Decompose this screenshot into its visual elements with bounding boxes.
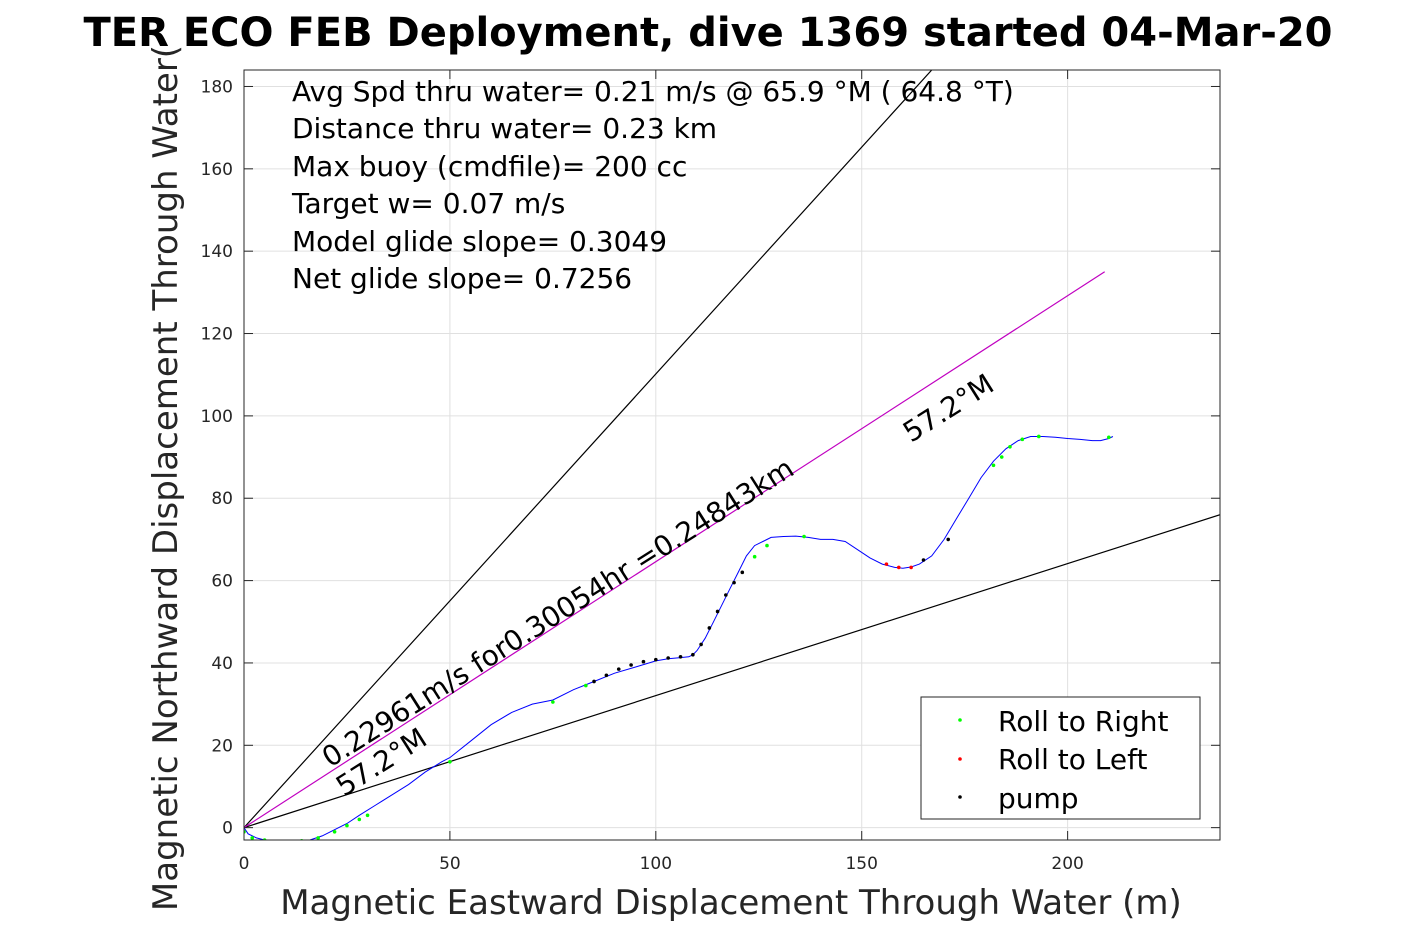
y-tick-label: 0	[222, 819, 233, 839]
plot-content	[244, 70, 1220, 844]
point-roll-to-right	[250, 836, 255, 840]
y-tick-label: 80	[211, 489, 233, 509]
reference-line	[244, 271, 1106, 829]
point-roll-to-right	[551, 700, 555, 704]
point-pump	[629, 663, 633, 667]
stats-line-avg-speed: Avg Spd thru water= 0.21 m/s @ 65.9 °M (…	[292, 75, 1014, 108]
stats-line-max-buoy: Max buoy (cmdfile)= 200 cc	[292, 150, 687, 183]
point-roll-to-left	[884, 562, 889, 566]
point-pump	[592, 679, 596, 684]
point-pump	[604, 673, 609, 678]
x-tick-label: 100	[640, 854, 672, 874]
point-pump	[666, 656, 670, 660]
y-tick-label: 100	[201, 407, 233, 427]
point-roll-to-right	[345, 823, 349, 828]
track-line	[244, 436, 1114, 840]
point-pump	[641, 659, 646, 664]
point-pump	[678, 654, 683, 659]
legend-marker-roll-left	[958, 757, 962, 761]
legend-label-roll-left: Roll to Left	[998, 743, 1147, 776]
point-roll-to-right	[357, 817, 362, 822]
plot-frame	[243, 69, 1221, 841]
point-roll-to-right	[802, 534, 806, 539]
stats-line-distance: Distance thru water= 0.23 km	[292, 112, 717, 145]
point-roll-to-right	[283, 840, 287, 844]
point-roll-to-right	[752, 554, 757, 559]
point-roll-to-right	[1107, 435, 1111, 440]
point-pump	[946, 537, 951, 542]
point-pump	[732, 580, 736, 585]
legend-label-pump: pump	[998, 782, 1079, 815]
legend-marker-pump	[958, 795, 962, 799]
reference-line	[244, 514, 1220, 829]
grid-lines	[243, 70, 1220, 840]
point-pump	[707, 626, 712, 630]
point-pump	[654, 657, 658, 662]
legend: Roll to Right Roll to Left pump	[920, 696, 1201, 820]
y-tick-label: 160	[201, 160, 233, 180]
point-roll-to-left	[896, 565, 901, 570]
axis-ticks: 0 50 100 150 200 0 20 40 60 80 100 120 140 160 180	[201, 70, 1220, 874]
reference-line	[244, 70, 933, 829]
point-roll-to-right	[332, 829, 337, 834]
point-pump	[921, 558, 926, 562]
y-tick-label: 20	[211, 736, 233, 756]
legend-box	[920, 696, 1201, 820]
point-pump	[691, 652, 695, 657]
point-pump	[616, 667, 621, 671]
stats-text-block: Avg Spd thru water= 0.21 m/s @ 65.9 °M (…	[291, 75, 1014, 295]
point-roll-to-right	[1008, 444, 1012, 449]
legend-marker-roll-right	[958, 718, 962, 722]
point-roll-to-left	[909, 565, 913, 570]
point-pump	[715, 609, 720, 614]
point-roll-to-right	[316, 836, 320, 840]
plot-area	[244, 70, 1220, 844]
legend-label-roll-right: Roll to Right	[998, 705, 1169, 738]
point-pump	[699, 642, 703, 647]
x-axis-label: Magnetic Eastward Displacement Through W…	[280, 883, 1182, 923]
x-tick-label: 0	[239, 854, 250, 874]
point-pump	[740, 570, 745, 575]
point-roll-to-right	[1020, 437, 1025, 442]
stats-line-model-glide: Model glide slope= 0.3049	[292, 225, 667, 258]
point-pump	[724, 593, 728, 597]
y-axis-label: Magnetic Northward Displacement Through …	[146, 45, 186, 911]
point-roll-to-right	[365, 813, 370, 818]
y-tick-label: 40	[211, 654, 233, 674]
y-tick-label: 180	[201, 77, 233, 97]
y-tick-label: 60	[211, 572, 233, 592]
point-roll-to-right	[584, 683, 588, 688]
stats-line-net-glide: Net glide slope= 0.7256	[292, 262, 632, 295]
x-tick-label: 200	[1051, 854, 1083, 874]
stats-line-target-w: Target w= 0.07 m/s	[291, 187, 565, 220]
x-tick-label: 50	[439, 854, 461, 874]
point-roll-to-right	[765, 543, 769, 548]
point-roll-to-right	[999, 455, 1004, 459]
point-roll-to-right	[991, 463, 996, 468]
point-roll-to-right	[1037, 434, 1041, 439]
y-tick-label: 120	[201, 325, 233, 345]
chart-title: TER ECO FEB Deployment, dive 1369 starte…	[83, 10, 1332, 56]
y-tick-label: 140	[201, 242, 233, 262]
x-tick-label: 150	[845, 854, 877, 874]
point-roll-to-right	[448, 759, 452, 764]
